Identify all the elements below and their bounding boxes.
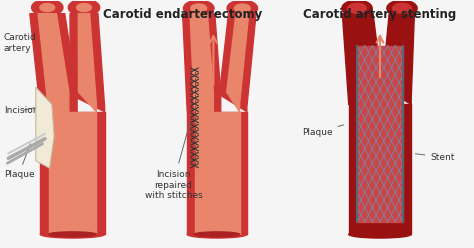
Text: Stent: Stent [415,153,455,162]
Circle shape [387,0,417,16]
Text: Incision: Incision [4,106,38,115]
Polygon shape [30,14,77,112]
Polygon shape [36,87,54,168]
Polygon shape [182,14,221,112]
Text: Incision
repaired
with stitches: Incision repaired with stitches [145,170,202,200]
Text: Carotid endarterectomy: Carotid endarterectomy [103,7,262,21]
Polygon shape [342,14,382,104]
Polygon shape [382,14,414,104]
Circle shape [183,0,214,16]
Polygon shape [219,14,256,112]
Ellipse shape [40,231,105,238]
Ellipse shape [349,231,411,238]
Text: Carotid
artery: Carotid artery [4,33,39,53]
Circle shape [342,0,372,16]
Circle shape [392,3,411,13]
Circle shape [40,3,55,11]
Text: Carotid artery stenting: Carotid artery stenting [303,7,456,21]
Text: Plaque: Plaque [4,144,34,179]
Polygon shape [227,14,249,112]
Polygon shape [70,14,105,112]
Circle shape [234,4,250,12]
Ellipse shape [187,231,247,238]
Polygon shape [38,14,69,112]
Polygon shape [78,14,96,112]
Ellipse shape [195,232,239,237]
Text: Plaque: Plaque [302,125,344,137]
Circle shape [32,0,63,16]
Polygon shape [190,14,213,112]
Circle shape [68,0,100,16]
Ellipse shape [49,232,96,237]
Circle shape [227,0,257,16]
Circle shape [191,4,207,12]
Circle shape [77,3,91,11]
Circle shape [347,3,366,13]
